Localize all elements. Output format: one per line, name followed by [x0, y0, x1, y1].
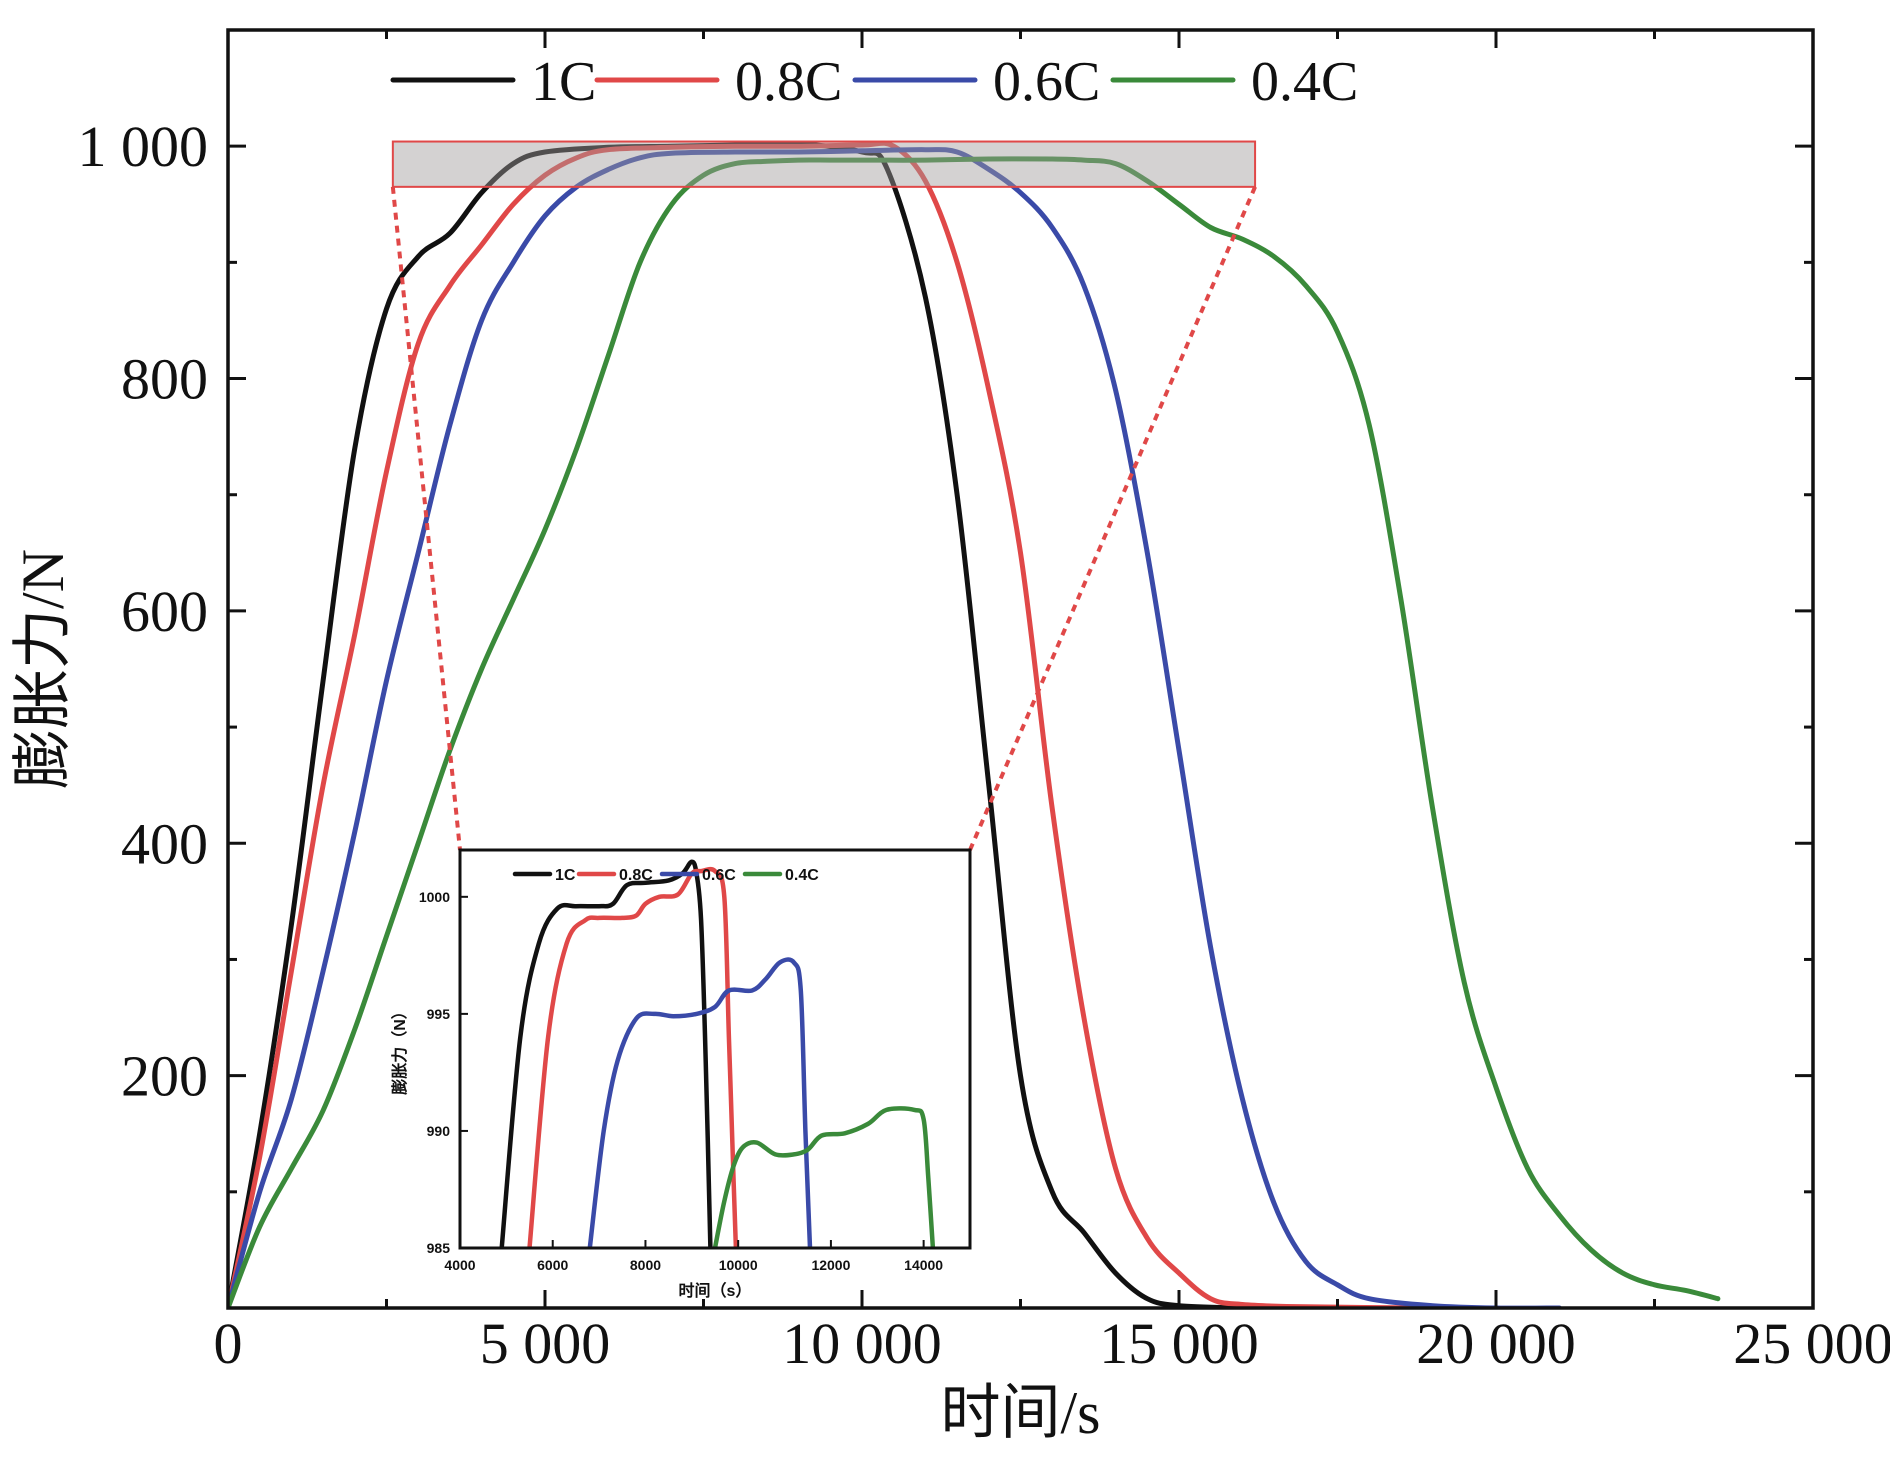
inset-y-axis-title: 膨胀力（N）	[390, 1003, 409, 1095]
inset-series-group	[499, 859, 936, 1248]
main-y-axis-title: 膨胀力/N	[10, 549, 76, 789]
inset-x-tick-label: 12000	[811, 1257, 850, 1273]
main-legend-label-0.8C: 0.8C	[735, 51, 842, 113]
inset-series-0.4C	[712, 1106, 936, 1248]
inset-legend-label-0.6C: 0.6C	[702, 867, 736, 884]
inset-x-tick-label: 4000	[444, 1257, 475, 1273]
inset-y-tick-label: 990	[427, 1123, 451, 1139]
main-y-tick-label: 200	[121, 1044, 208, 1109]
main-legend-label-0.4C: 0.4C	[1251, 51, 1358, 113]
zoom-region-box	[391, 140, 1257, 188]
inset-plot: 4000 6000 8000 10000 12000 14000 985 990 995 1000…	[390, 848, 972, 1300]
main-y-tick-label: 1 000	[78, 114, 209, 179]
main-y-tick-label: 400	[121, 811, 208, 876]
main-y-tick-label: 600	[121, 579, 208, 644]
main-plot: 0 5 000 10 000 15 000 20 000 25 000 200 400 600 8…	[10, 28, 1890, 1446]
main-y-tick-label: 800	[121, 347, 208, 412]
inset-series-0.6C	[587, 957, 813, 1248]
main-series-0.4C	[228, 156, 1721, 1308]
zoom-connector-right	[968, 186, 1257, 851]
main-legend-label-0.6C: 0.6C	[993, 51, 1100, 113]
inset-legend-label-1C: 1C	[555, 867, 576, 884]
main-series-0.6C	[228, 147, 1562, 1308]
zoom-indicator	[390, 140, 1257, 851]
main-x-axis-title: 时间/s	[940, 1380, 1100, 1446]
main-legend: 1C 0.8C 0.6C 0.4C	[390, 51, 1358, 113]
main-x-tick-label: 20 000	[1416, 1311, 1576, 1376]
inset-plot-frame	[458, 848, 972, 1250]
inset-x-tick-label: 14000	[904, 1257, 943, 1273]
main-x-tick-label: 5 000	[480, 1311, 611, 1376]
main-x-tick-label: 25 000	[1733, 1311, 1890, 1376]
inset-y-tick-label: 1000	[419, 889, 450, 905]
main-x-tick-label: 15 000	[1099, 1311, 1259, 1376]
inset-y-tick-label: 985	[427, 1240, 451, 1256]
inset-x-tick-label: 6000	[537, 1257, 568, 1273]
main-legend-label-1C: 1C	[531, 51, 596, 113]
inset-x-axis-title: 时间（s）	[679, 1281, 752, 1300]
main-series-0.8C	[228, 140, 1436, 1308]
main-series-group	[228, 140, 1721, 1308]
main-x-tick-label: 0	[214, 1311, 243, 1376]
inset-legend-label-0.8C: 0.8C	[619, 867, 653, 884]
main-x-tick-label: 10 000	[782, 1311, 942, 1376]
inset-legend-label-0.4C: 0.4C	[785, 867, 819, 884]
inset-series-1C	[499, 859, 713, 1248]
inset-y-tick-label: 995	[427, 1006, 451, 1022]
inset-legend: 1C 0.8C 0.6C 0.4C	[512, 867, 819, 884]
inset-x-tick-label: 10000	[719, 1257, 758, 1273]
inset-x-tick-label: 8000	[630, 1257, 661, 1273]
